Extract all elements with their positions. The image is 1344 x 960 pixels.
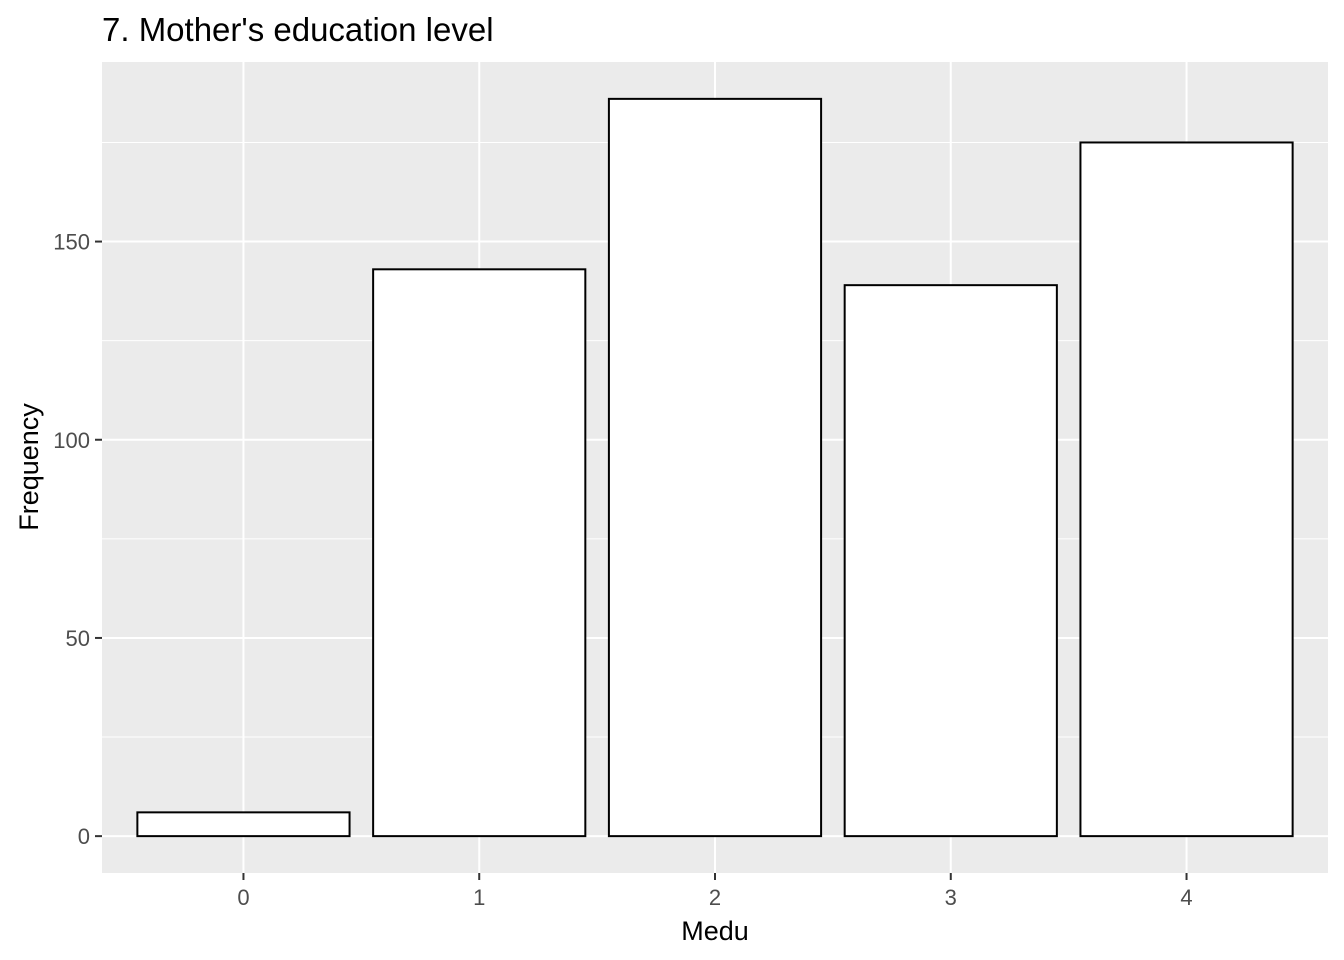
y-axis: 0 50 100 150	[53, 230, 102, 849]
y-axis-title: Frequency	[14, 403, 44, 531]
y-tick-label: 150	[53, 230, 90, 255]
bar-2	[607, 97, 823, 838]
x-tick-label: 1	[473, 885, 485, 910]
bar-4	[1079, 141, 1294, 838]
x-tick-label: 3	[945, 885, 957, 910]
y-tick-label: 50	[66, 626, 90, 651]
x-tick-label: 0	[237, 885, 249, 910]
bar-3	[843, 284, 1058, 838]
x-tick-label: 2	[709, 885, 721, 910]
chart-title: 7. Mother's education level	[102, 11, 494, 48]
y-tick-label: 0	[78, 824, 90, 849]
y-tick-label: 100	[53, 428, 90, 453]
bars	[136, 97, 1294, 838]
bar-0	[136, 811, 351, 838]
x-tick-label: 4	[1180, 885, 1192, 910]
bar-1	[372, 268, 587, 838]
x-axis: 0 1 2 3 4	[237, 873, 1193, 910]
x-axis-title: Medu	[681, 916, 749, 946]
